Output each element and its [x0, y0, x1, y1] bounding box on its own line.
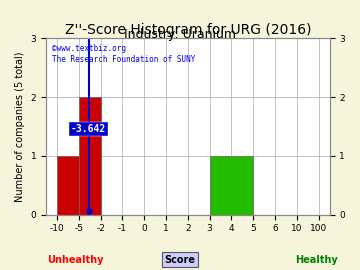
Text: Score: Score [165, 255, 195, 265]
Text: Unhealthy: Unhealthy [47, 255, 103, 265]
Title: Z''-Score Histogram for URG (2016): Z''-Score Histogram for URG (2016) [64, 23, 311, 37]
Bar [57, 156, 79, 215]
Text: -3.642: -3.642 [71, 124, 106, 134]
Bar [210, 156, 253, 215]
Text: Healthy: Healthy [295, 255, 338, 265]
Text: Industry: Uranium: Industry: Uranium [124, 28, 236, 41]
Bar [79, 97, 100, 215]
Y-axis label: Number of companies (5 total): Number of companies (5 total) [15, 51, 25, 202]
Text: ©www.textbiz.org
The Research Foundation of SUNY: ©www.textbiz.org The Research Foundation… [52, 43, 195, 64]
